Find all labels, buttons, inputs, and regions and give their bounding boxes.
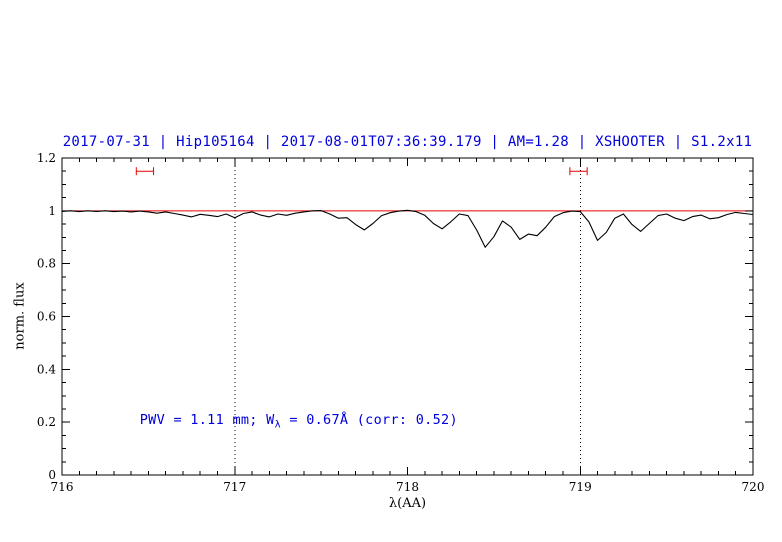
x-axis-label: λ(AA) — [388, 496, 427, 511]
x-tick-label: 716 — [51, 480, 74, 494]
y-tick-label: 1 — [48, 204, 56, 218]
x-tick-label: 718 — [396, 480, 419, 494]
annotation-lambda-subscript: λ — [274, 419, 281, 431]
x-tick-label: 719 — [569, 480, 592, 494]
y-tick-label: 0.8 — [37, 257, 56, 271]
y-tick-label: 0.2 — [37, 415, 56, 429]
annotation-suffix: = 0.67Å (corr: 0.52) — [280, 412, 458, 429]
plot-frame — [61, 157, 754, 476]
y-tick-label: 0 — [48, 468, 56, 482]
pwv-annotation: PWV = 1.11 mm; Wλ = 0.67Å (corr: 0.52) — [140, 412, 458, 431]
plot-title: 2017-07-31 | Hip105164 | 2017-08-01T07:3… — [62, 134, 753, 150]
x-tick-label: 720 — [742, 480, 765, 494]
x-tick-label: 717 — [223, 480, 246, 494]
y-tick-label: 1.2 — [37, 151, 56, 165]
spectrum-line — [61, 209, 754, 248]
y-tick-label: 0.6 — [37, 310, 56, 324]
y-tick-label: 0.4 — [37, 362, 56, 376]
annotation-prefix: PWV = 1.11 mm; W — [139, 412, 275, 429]
